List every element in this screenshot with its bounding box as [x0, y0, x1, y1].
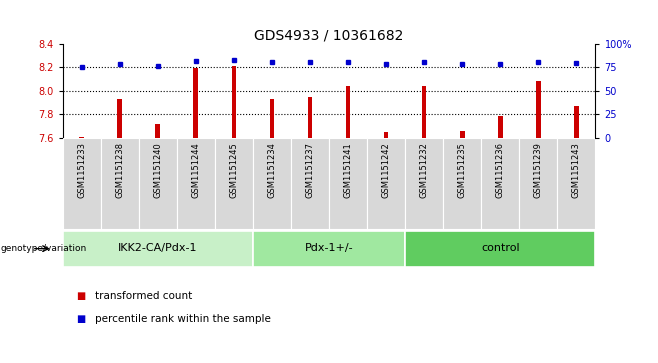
Text: transformed count: transformed count: [95, 291, 193, 301]
Bar: [498, 115, 503, 138]
Bar: [519, 138, 557, 229]
Bar: [405, 138, 443, 229]
Bar: [422, 86, 426, 138]
Text: GSM1151244: GSM1151244: [191, 143, 200, 198]
Text: GSM1151233: GSM1151233: [77, 143, 86, 199]
Bar: [405, 231, 595, 266]
Bar: [253, 231, 405, 266]
Bar: [177, 138, 215, 229]
Bar: [270, 99, 274, 138]
Text: GSM1151239: GSM1151239: [534, 143, 543, 198]
Bar: [557, 138, 595, 229]
Bar: [101, 138, 139, 229]
Bar: [155, 124, 160, 138]
Text: IKK2-CA/Pdx-1: IKK2-CA/Pdx-1: [118, 243, 197, 253]
Bar: [291, 138, 329, 229]
Text: GSM1151232: GSM1151232: [420, 143, 428, 198]
Text: GSM1151234: GSM1151234: [267, 143, 276, 198]
Text: genotype/variation: genotype/variation: [1, 244, 87, 253]
Bar: [253, 138, 291, 229]
Bar: [215, 138, 253, 229]
Bar: [232, 66, 236, 138]
Text: percentile rank within the sample: percentile rank within the sample: [95, 314, 271, 325]
Bar: [117, 99, 122, 138]
Bar: [367, 138, 405, 229]
Text: GSM1151241: GSM1151241: [343, 143, 353, 198]
Text: ■: ■: [76, 314, 85, 325]
Bar: [384, 132, 388, 138]
Text: Pdx-1+/-: Pdx-1+/-: [305, 243, 353, 253]
Bar: [79, 137, 84, 138]
Title: GDS4933 / 10361682: GDS4933 / 10361682: [254, 28, 404, 42]
Bar: [574, 106, 579, 138]
Text: GSM1151236: GSM1151236: [496, 143, 505, 199]
Bar: [329, 138, 367, 229]
Bar: [63, 231, 253, 266]
Bar: [193, 68, 198, 138]
Bar: [460, 131, 465, 138]
Bar: [63, 138, 101, 229]
Text: GSM1151245: GSM1151245: [230, 143, 238, 198]
Text: GSM1151242: GSM1151242: [382, 143, 391, 198]
Bar: [536, 81, 541, 138]
Bar: [345, 86, 350, 138]
Bar: [139, 138, 177, 229]
Text: GSM1151235: GSM1151235: [458, 143, 467, 198]
Text: GSM1151243: GSM1151243: [572, 143, 581, 198]
Text: GSM1151238: GSM1151238: [115, 143, 124, 199]
Bar: [308, 97, 313, 138]
Bar: [443, 138, 481, 229]
Text: ■: ■: [76, 291, 85, 301]
Text: control: control: [481, 243, 520, 253]
Text: GSM1151237: GSM1151237: [305, 143, 315, 199]
Text: GSM1151240: GSM1151240: [153, 143, 162, 198]
Bar: [481, 138, 519, 229]
